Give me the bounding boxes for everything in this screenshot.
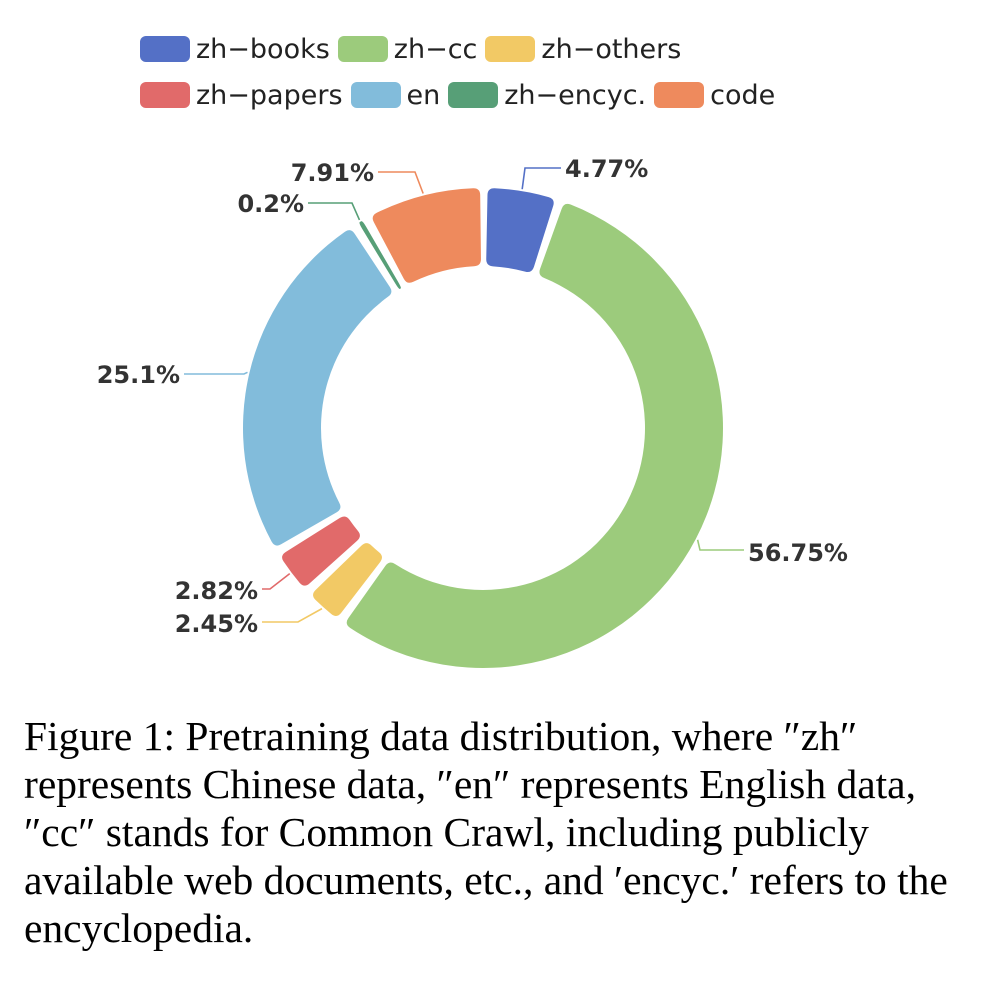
slices-layer: [242, 188, 723, 669]
donut-slice-zh-books[interactable]: [486, 188, 554, 273]
donut-slice-zh-papers[interactable]: [282, 516, 360, 586]
chart-legend: zh−books zh−cc zh−others zh−papers en zh…: [140, 26, 860, 118]
donut-slice-code[interactable]: [372, 188, 481, 283]
legend-label-code: code: [710, 79, 776, 111]
slice-label-zh-books: 4.77%: [565, 155, 648, 183]
leader-line-zh-encyc: [308, 202, 361, 221]
leader-line-zh-cc: [696, 539, 744, 551]
slice-label-zh-encyc: 0.2%: [237, 190, 304, 218]
leader-line-en: [184, 371, 248, 375]
legend-swatch-zh-books: [140, 36, 190, 62]
legend-item-zh-others[interactable]: zh−others: [485, 34, 681, 65]
legend-item-zh-books[interactable]: zh−books: [140, 34, 330, 65]
donut-slice-zh-encyc[interactable]: [359, 221, 401, 290]
leader-line-zh-books: [521, 167, 561, 190]
donut-slice-zh-cc[interactable]: [346, 203, 723, 669]
legend-swatch-en: [350, 82, 401, 108]
legend-swatch-code: [654, 82, 705, 108]
legend-label-zh-encyc: zh−encyc.: [504, 79, 647, 111]
legend-swatch-zh-others: [485, 36, 536, 62]
legend-item-zh-encyc[interactable]: zh−encyc.: [448, 80, 646, 111]
legend-row-1: zh−books zh−cc zh−others: [140, 26, 860, 72]
legend-item-zh-papers[interactable]: zh−papers: [140, 80, 343, 111]
leader-line-zh-papers: [262, 573, 291, 590]
legend-label-zh-books: zh−books: [196, 33, 330, 65]
legend-row-2: zh−papers en zh−encyc. code: [140, 72, 860, 118]
slice-label-zh-papers: 2.82%: [175, 577, 258, 605]
legend-item-code[interactable]: code: [654, 80, 775, 111]
leader-line-zh-others: [262, 607, 323, 623]
slice-label-zh-cc: 56.75%: [748, 539, 848, 567]
leader-line-code: [378, 171, 424, 194]
slice-label-en: 25.1%: [97, 361, 180, 389]
figure-caption: Figure 1: Pretraining data distribution,…: [24, 713, 948, 951]
legend-label-zh-papers: zh−papers: [196, 79, 343, 111]
donut-slice-zh-others[interactable]: [313, 543, 382, 616]
slice-labels-layer: 4.77% 56.75% 2.45% 2.82% 25.1% 0.2% 7.91%: [95, 153, 850, 640]
donut-chart: 4.77% 56.75% 2.45% 2.82% 25.1% 0.2% 7.91%: [95, 153, 850, 669]
legend-label-zh-cc: zh−cc: [393, 33, 478, 65]
legend-item-en[interactable]: en: [350, 79, 441, 111]
legend-swatch-zh-encyc: [448, 82, 499, 108]
donut-slice-en[interactable]: [242, 230, 392, 546]
legend-label-zh-others: zh−others: [541, 33, 682, 65]
legend-item-zh-cc[interactable]: zh−cc: [337, 33, 478, 65]
leader-lines-layer: [184, 167, 744, 623]
legend-label-en: en: [406, 79, 441, 111]
slice-label-code: 7.91%: [291, 159, 374, 187]
slice-label-zh-others: 2.45%: [175, 610, 258, 638]
legend-swatch-zh-papers: [140, 82, 190, 108]
legend-swatch-zh-cc: [337, 36, 388, 62]
